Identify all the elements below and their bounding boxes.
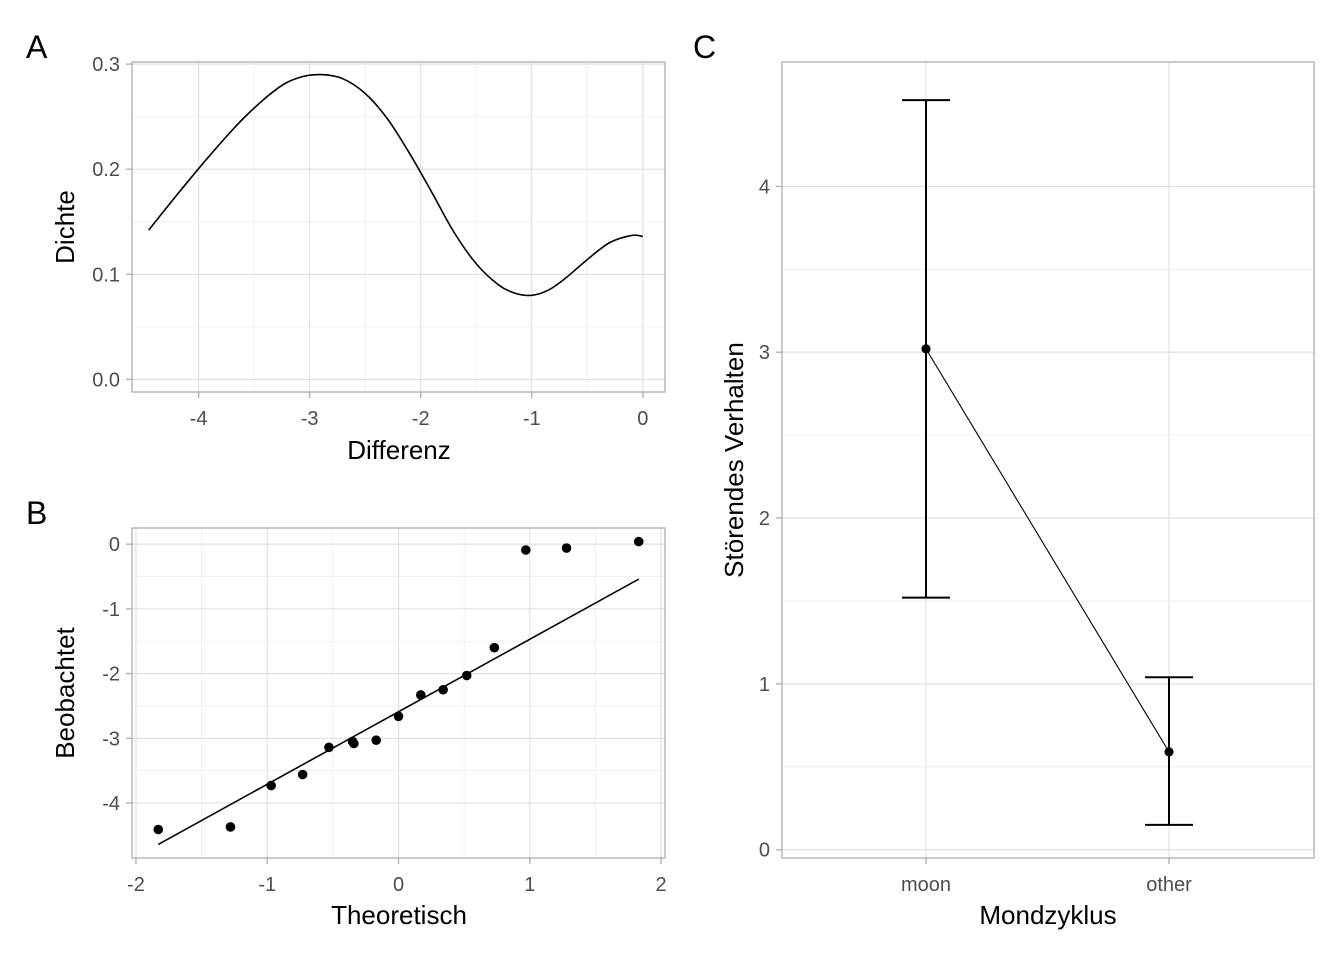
y-tick-label: -4	[102, 793, 120, 815]
y-tick-label: 4	[759, 176, 770, 198]
panel-a-density-plot: -4 -3 -2 -1 0 0.0 0.1 0.2 0.3 Differenz Dichte	[50, 54, 666, 465]
panel-b-y-axis-label: Beobachtet	[50, 626, 80, 758]
qq-point	[489, 642, 500, 653]
panel-c-y-axis-label: Störendes Verhalten	[719, 342, 749, 578]
qq-point	[324, 742, 334, 753]
panel-label-c: C	[693, 29, 716, 65]
panel-a-frame	[131, 61, 666, 393]
group-connecting-line	[925, 348, 1170, 753]
y-tick-label: 3	[759, 342, 770, 364]
qq-point	[416, 690, 426, 700]
qq-point	[521, 545, 531, 555]
x-tick-label: -1	[258, 874, 276, 896]
x-tick-label: moon	[901, 874, 951, 896]
x-tick-label: 0	[637, 408, 648, 430]
panel-c-errorbar-plot: moon other 0 1 2 3 4 Mondzyklus Störendes Verh…	[719, 61, 1315, 930]
y-tick-label: 0.2	[92, 159, 120, 181]
panel-c-x-axis-label: Mondzyklus	[979, 900, 1116, 930]
x-tick-label: -1	[523, 408, 541, 430]
density-curve	[148, 73, 643, 297]
qq-point	[561, 543, 572, 553]
x-tick-label: 1	[524, 874, 535, 896]
qq-point	[633, 536, 644, 547]
y-tick-label: 0.0	[92, 369, 120, 391]
y-tick-label: 0	[759, 840, 770, 862]
y-tick-label: 1	[759, 674, 770, 696]
mean-point	[921, 344, 931, 354]
panel-b-x-axis-label: Theoretisch	[331, 900, 467, 930]
qq-point	[266, 780, 276, 791]
qq-point	[461, 670, 472, 681]
y-tick-label: 0.3	[92, 54, 120, 76]
qq-point	[438, 684, 448, 695]
panel-b-qq-plot: -2 -1 0 1 2 -4 -3 -2 -1 0 Theoretisch Beobachtet	[50, 527, 667, 930]
y-tick-label: -1	[102, 599, 120, 621]
panel-c-frame	[781, 61, 1315, 859]
y-tick-label: 0	[109, 534, 120, 556]
mean-point	[1164, 747, 1174, 757]
x-tick-label: other	[1146, 874, 1192, 896]
qq-point	[225, 822, 236, 832]
panel-a-x-axis-label: Differenz	[347, 435, 451, 465]
qq-point	[393, 711, 404, 722]
x-tick-label: -4	[190, 408, 208, 430]
y-tick-label: -2	[102, 664, 120, 686]
panel-a-y-axis-label: Dichte	[50, 190, 80, 264]
x-tick-label: -3	[301, 408, 319, 430]
x-tick-label: -2	[412, 408, 430, 430]
qq-point	[297, 769, 308, 780]
y-tick-label: 0.1	[92, 264, 120, 286]
y-tick-label: -3	[102, 728, 120, 750]
x-tick-label: 2	[655, 874, 666, 896]
panel-label-a: A	[26, 29, 48, 65]
qq-point	[371, 735, 381, 746]
x-tick-label: 0	[393, 874, 404, 896]
y-tick-label: 2	[759, 508, 770, 530]
qq-point	[153, 824, 164, 835]
qq-point	[349, 738, 359, 749]
panel-label-b: B	[26, 495, 47, 531]
x-tick-label: -2	[127, 874, 145, 896]
